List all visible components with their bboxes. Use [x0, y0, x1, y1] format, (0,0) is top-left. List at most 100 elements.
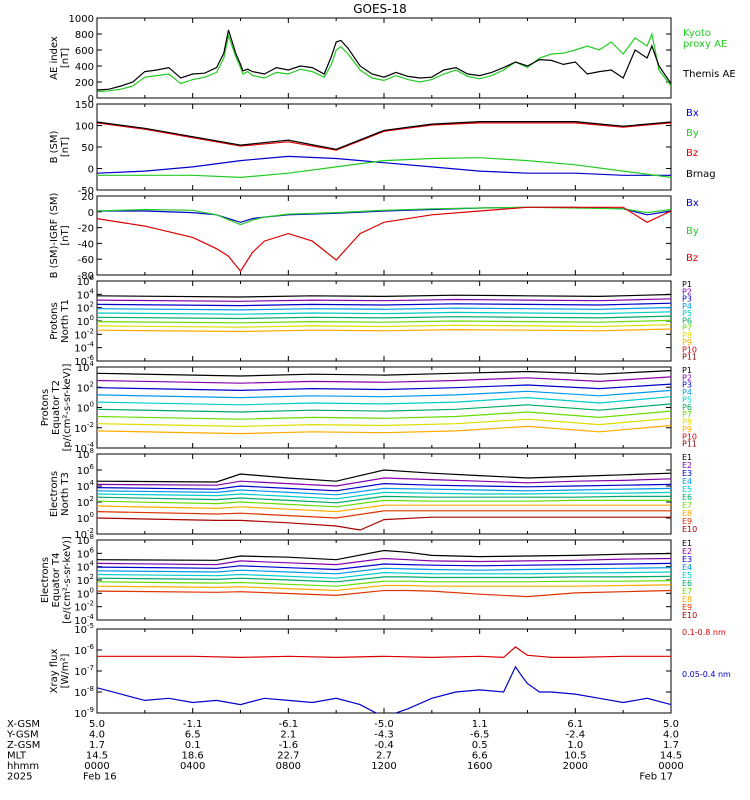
- series-line-e5: [97, 491, 671, 500]
- y-axis-label: Xray flux: [49, 649, 60, 694]
- panel-frame: [96, 366, 672, 449]
- x-axis-value: 1.0: [567, 740, 583, 751]
- series-line-p8: [97, 324, 671, 328]
- x-axis-value: -1.1: [183, 719, 203, 730]
- legend: 0.1-0.8 nm 0.05-0.4 nm: [682, 628, 731, 679]
- y-tick-label: -60: [78, 255, 94, 266]
- y-tick-label: -80: [78, 271, 94, 282]
- y-axis-label: [nT]: [60, 48, 71, 68]
- legend-entry: P10: [682, 345, 697, 354]
- legend-entry: E5: [682, 485, 692, 494]
- legend-entry: P10: [682, 432, 697, 441]
- x-axis-value: 2000: [563, 761, 588, 772]
- series-line-e3: [97, 562, 671, 571]
- x-axis-value: -6.1: [279, 719, 299, 730]
- y-tick-label: 106: [77, 463, 95, 477]
- x-axis-value: 1200: [371, 761, 396, 772]
- y-axis-label: North T3: [60, 472, 71, 516]
- legend-entry: P11: [682, 440, 697, 449]
- legend-entry: P7: [682, 324, 692, 333]
- legend-entry: By: [686, 128, 699, 139]
- x-axis-value: 0800: [276, 761, 301, 772]
- legend-entry: Bz: [686, 148, 698, 159]
- legend-entry: By: [686, 226, 699, 237]
- y-axis-label: Electrons: [40, 557, 51, 603]
- legend-entry: E5: [682, 571, 692, 580]
- x-axis-value: 0.1: [185, 740, 201, 751]
- y-tick-label: 10-5: [74, 622, 94, 636]
- legend-entry: E3: [682, 469, 692, 478]
- series-line-e5: [97, 571, 671, 579]
- legend-entry: E9: [682, 603, 692, 612]
- series-line-p4: [97, 306, 671, 311]
- y-tick-label: 102: [77, 573, 94, 587]
- y-tick-label: 10-2: [74, 421, 94, 435]
- legend-entry: P6: [682, 403, 692, 412]
- y-tick-label: 150: [75, 100, 94, 111]
- y-axis-label: [nT]: [60, 225, 71, 245]
- legend-entry: P7: [682, 410, 692, 419]
- series-line-e7: [97, 499, 671, 508]
- y-tick-label: 800: [75, 30, 94, 41]
- y-axis-label: [W/m²]: [60, 653, 71, 688]
- x-axis-value: 6.5: [185, 730, 201, 741]
- x-axis-row-label: Z-GSM: [7, 740, 40, 751]
- series-line-by: [97, 157, 671, 179]
- x-axis-value: -0.4: [374, 740, 394, 751]
- y-tick-label: 100: [77, 314, 94, 328]
- series-line-p1: [97, 370, 671, 377]
- series-line-e2: [97, 477, 671, 487]
- x-axis-value: 0000: [84, 761, 109, 772]
- series-line-e6: [97, 575, 671, 583]
- y-tick-label: 10-7: [74, 664, 94, 678]
- panel-frame: [96, 539, 672, 621]
- legend-entry: P1: [682, 280, 692, 289]
- y-tick-label: 104: [77, 360, 95, 374]
- x-axis-row-label: MLT: [7, 751, 27, 762]
- legend-entry: P2: [682, 373, 692, 382]
- y-tick-label: 100: [77, 401, 94, 415]
- series-line-e6: [97, 495, 671, 504]
- y-tick-label: 10-2: [74, 600, 94, 614]
- y-axis-label: [p/(cm²-s-sr-keV)]: [62, 364, 73, 452]
- panel-3: 200-20-40-60-80B (SM)-IGRF (SM) [nT]BxByB…: [49, 192, 699, 282]
- x-axis-value: 1.7: [663, 740, 679, 751]
- panel-1: 1000 800 600 400 200 0 AE index [nT] Kyotoproxy …: [49, 14, 736, 105]
- legend-entry: P1: [682, 366, 692, 375]
- x-axis-value: -6.5: [470, 730, 490, 741]
- legend-entry: E1: [682, 453, 692, 462]
- y-tick-label: 102: [77, 301, 94, 315]
- x-axis-value: 1600: [467, 761, 492, 772]
- x-axis-value: 4.0: [663, 730, 679, 741]
- series-line-p9: [97, 424, 671, 435]
- series-line-p1: [97, 293, 671, 298]
- start-date-label: Feb 16: [83, 772, 117, 783]
- y-axis-label: Equator T2: [51, 380, 62, 435]
- legend-entry: Brnag: [686, 169, 716, 180]
- legend-entry: P3: [682, 381, 692, 390]
- x-axis-value: 14.5: [86, 751, 108, 762]
- series-line-bx: [97, 155, 671, 176]
- y-axis-label: Protons: [40, 389, 51, 426]
- legend-entry: P2: [682, 287, 692, 296]
- legend-entry: 0.1-0.8 nm: [682, 628, 726, 637]
- y-tick-label: 106: [77, 546, 95, 560]
- end-date-label: Feb 17: [639, 772, 673, 783]
- y-axis-label: Electrons: [49, 471, 60, 517]
- year-label: 2025: [7, 772, 32, 783]
- y-tick-label: 100: [77, 511, 94, 525]
- y-tick-label: -20: [78, 224, 94, 235]
- series-line-p5: [97, 396, 671, 406]
- legend-entry: E10: [682, 525, 697, 534]
- series-line-p6: [97, 315, 671, 320]
- series-line-p4: [97, 389, 671, 399]
- series-line-themis-ae: [97, 29, 671, 91]
- legend: Bx By Bz: [686, 198, 699, 264]
- series-line-e9: [97, 510, 671, 519]
- legend-entry: E1: [682, 539, 692, 548]
- x-axis-row-label: hhmm: [7, 761, 39, 772]
